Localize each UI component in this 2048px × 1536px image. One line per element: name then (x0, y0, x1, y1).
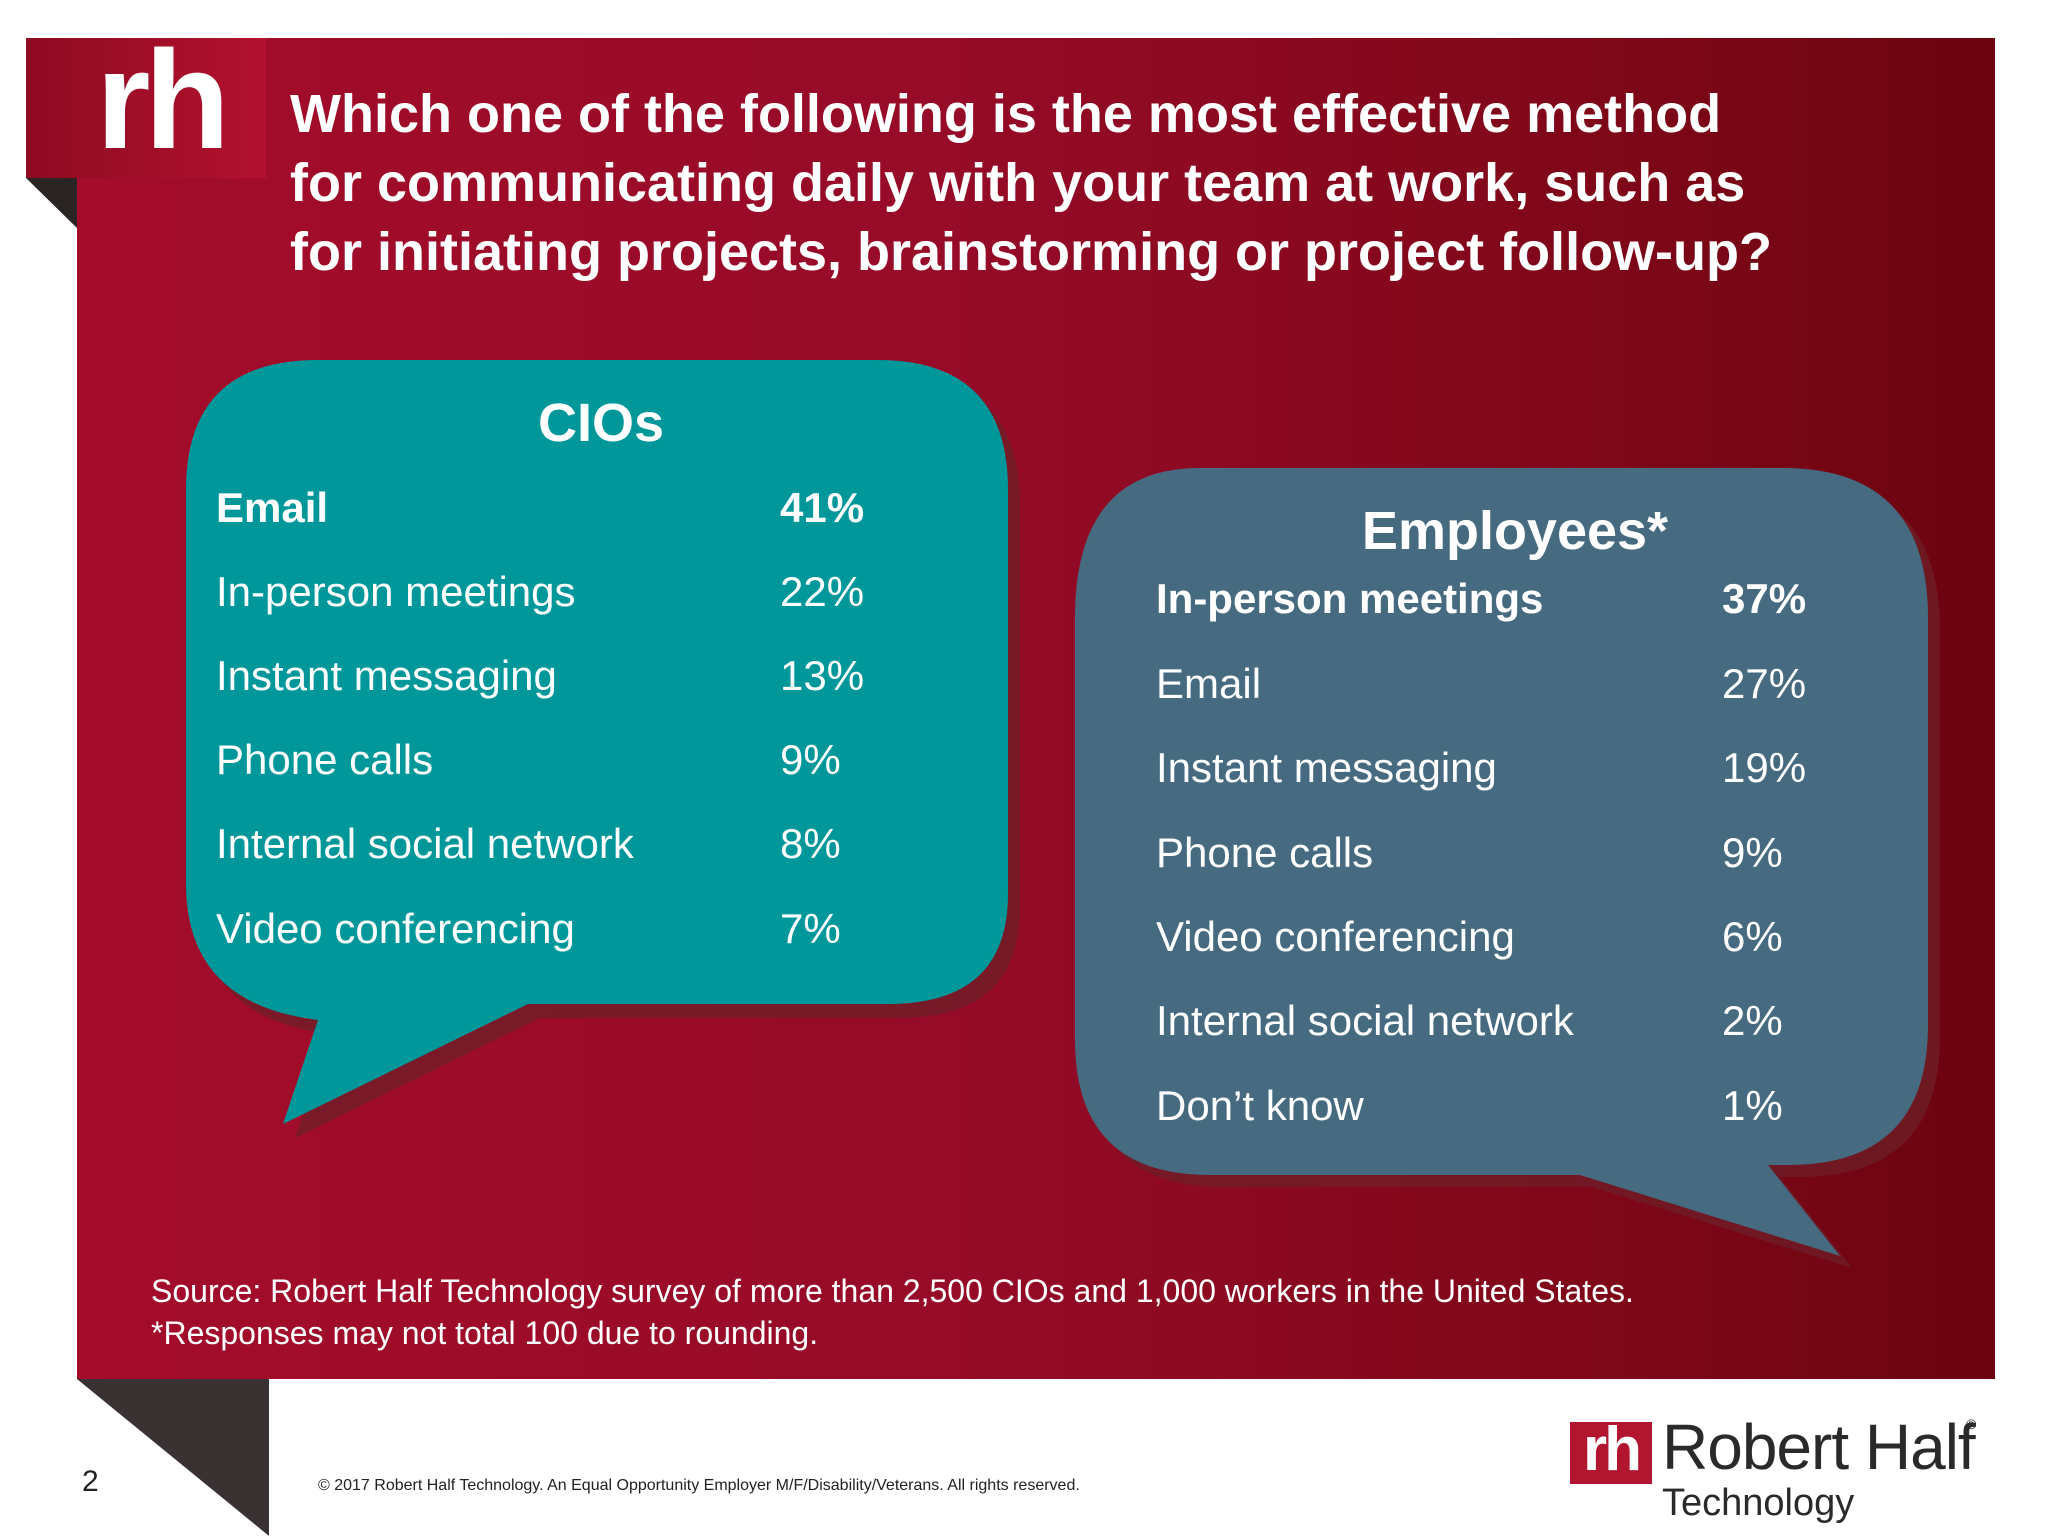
cio-row-value: 7% (780, 905, 841, 952)
emp-row-label: In-person meetings (1156, 575, 1544, 622)
emp-row-value: 1% (1722, 1082, 1783, 1129)
cio-row-label: Video conferencing (216, 905, 575, 952)
cio-row-value: 22% (780, 568, 865, 615)
brand-rh-mark: rh (1570, 1419, 1652, 1484)
brand-name: Robert Half (1662, 1411, 1976, 1483)
rh-logo: rh (96, 21, 230, 178)
cio-row-label: Phone calls (216, 736, 434, 783)
cio-row-label: Email (216, 484, 329, 531)
question-line-3: for initiating projects, brainstorming o… (290, 222, 1772, 282)
question-line-2: for communicating daily with your team a… (290, 153, 1746, 213)
cio-row-value: 8% (780, 820, 841, 867)
emp-row-label: Internal social network (1156, 997, 1574, 1044)
emp-row-label: Email (1156, 660, 1262, 707)
copyright-text: © 2017 Robert Half Technology. An Equal … (318, 1477, 1080, 1494)
cio-row-label: Instant messaging (216, 652, 557, 699)
emp-row-label: Don’t know (1156, 1082, 1364, 1129)
emp-row-value: 9% (1722, 829, 1783, 876)
robert-half-logo: rh Robert Half ® Technology (1570, 1410, 2010, 1524)
logo-tab: rh (26, 30, 266, 178)
rounding-note: *Responses may not total 100 due to roun… (151, 1315, 819, 1351)
question-title: Which one of the following is the most e… (290, 80, 1970, 287)
brand-registered: ® (1966, 1416, 1977, 1432)
cio-row-label: In-person meetings (216, 568, 576, 615)
emp-row-label: Video conferencing (1156, 913, 1515, 960)
emp-title: Employees* (1361, 501, 1669, 561)
emp-row-value: 37% (1722, 575, 1807, 622)
brand-subtitle: Technology (1662, 1482, 1855, 1524)
emp-row-label: Instant messaging (1156, 744, 1497, 791)
emp-row-value: 2% (1722, 997, 1783, 1044)
cio-row-value: 9% (780, 736, 841, 783)
emp-row-label: Phone calls (1156, 829, 1374, 876)
source-note: Source: Robert Half Technology survey of… (151, 1270, 1634, 1354)
emp-row-value: 27% (1722, 660, 1807, 707)
emp-row-value: 6% (1722, 913, 1783, 960)
page-number: 2 (82, 1465, 99, 1498)
question-line-1: Which one of the following is the most e… (290, 84, 1722, 144)
cio-bubble (186, 360, 1008, 1124)
emp-bubble (1075, 468, 1928, 1256)
cio-title: CIOs (537, 393, 665, 453)
source-line: Source: Robert Half Technology survey of… (151, 1273, 1634, 1309)
cio-row-label: Internal social network (216, 820, 634, 867)
emp-row-value: 19% (1722, 744, 1807, 791)
cio-row-value: 13% (780, 652, 865, 699)
cio-row-value: 41% (780, 484, 865, 531)
